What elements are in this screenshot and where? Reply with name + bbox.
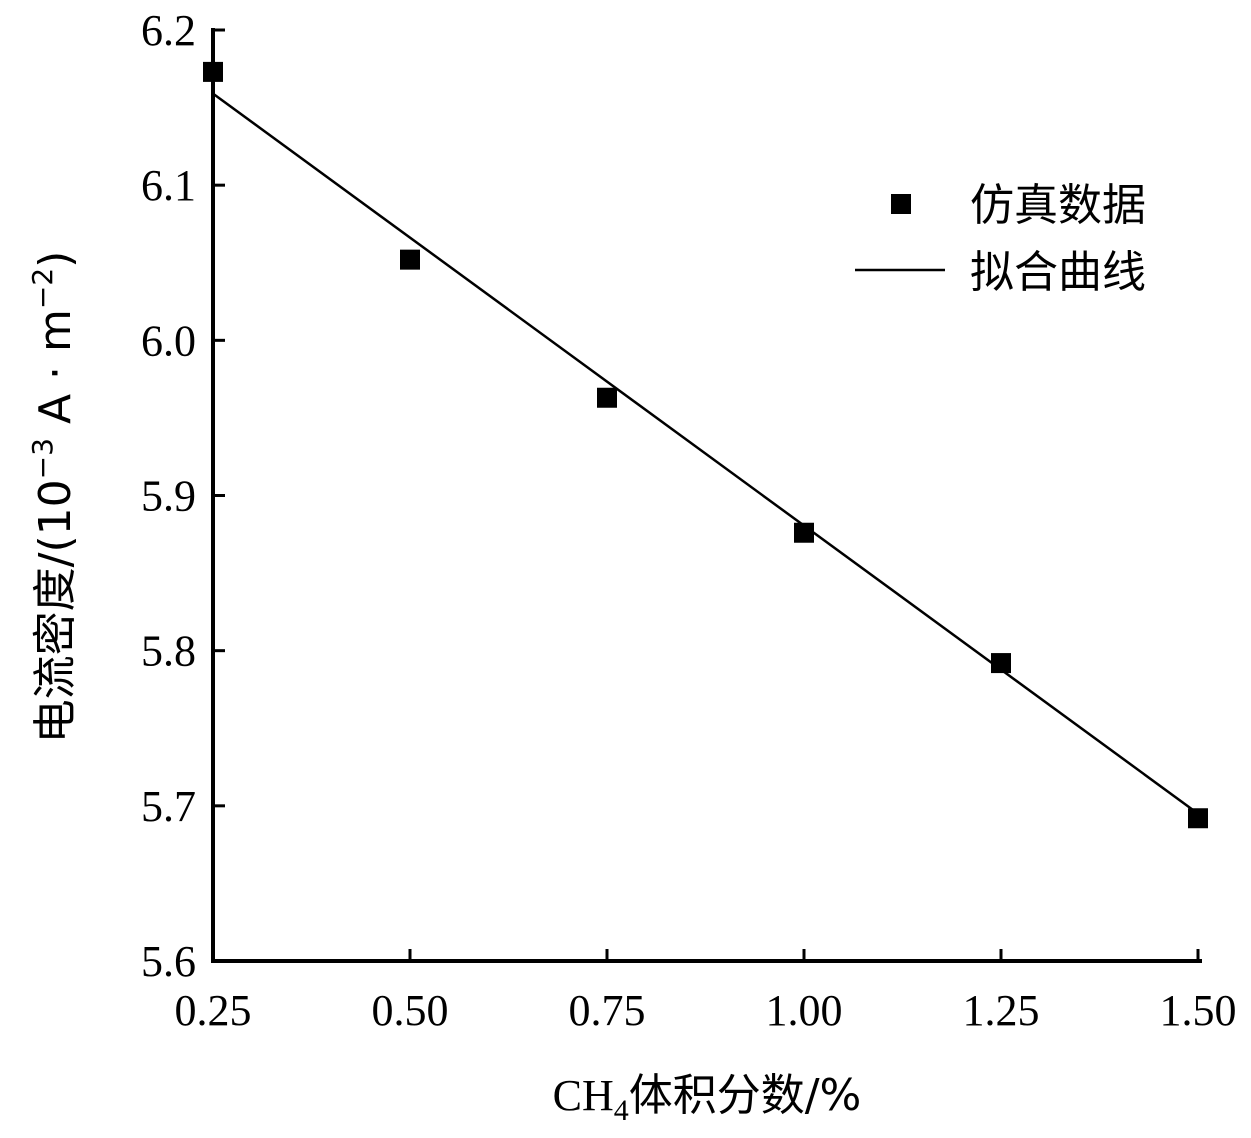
x-ticks: 0.25 0.50 0.75 1.00 1.25 1.50 bbox=[175, 949, 1237, 1035]
x-tick-label: 0.75 bbox=[569, 986, 646, 1035]
data-point-marker bbox=[1188, 808, 1208, 829]
fit-line-layer bbox=[212, 92, 1199, 815]
y-axis-title-mid: A · m bbox=[30, 309, 81, 438]
legend: 仿真数据 拟合曲线 bbox=[855, 180, 1146, 298]
x-axis-title: CH4体积分数/% bbox=[553, 1070, 862, 1127]
data-point-marker bbox=[991, 653, 1011, 674]
x-tick-label: 1.25 bbox=[963, 986, 1040, 1035]
data-point-marker bbox=[400, 249, 420, 270]
legend-marker-square bbox=[891, 194, 911, 214]
fit-line bbox=[212, 92, 1199, 815]
x-axis-title-rest: 体积分数/% bbox=[629, 1070, 862, 1121]
x-tick-label: 0.25 bbox=[175, 986, 252, 1035]
x-tick-label: 1.50 bbox=[1160, 986, 1237, 1035]
marker-layer bbox=[203, 61, 1208, 829]
y-tick-label: 5.8 bbox=[141, 627, 196, 676]
x-axis-title-main: CH bbox=[553, 1071, 614, 1120]
y-axis-title: 电流密度/(10−3 A · m−2) bbox=[26, 251, 81, 744]
x-tick-label: 1.00 bbox=[766, 986, 843, 1035]
legend-label-fit: 拟合曲线 bbox=[970, 247, 1146, 298]
y-tick-label: 5.6 bbox=[141, 937, 196, 986]
y-axis-title-end: ) bbox=[30, 251, 81, 268]
legend-label-simulation: 仿真数据 bbox=[970, 180, 1146, 231]
y-axis-title-main: 电流密度/(10 bbox=[30, 479, 81, 743]
y-tick-label: 6.1 bbox=[141, 161, 196, 210]
y-axis-title-sup2: −2 bbox=[26, 268, 59, 309]
y-tick-label: 5.9 bbox=[141, 472, 196, 521]
axes bbox=[211, 28, 1202, 963]
y-tick-label: 6.2 bbox=[141, 6, 196, 55]
data-point-marker bbox=[203, 61, 223, 82]
y-ticks: 5.6 5.7 5.8 5.9 6.0 6.1 6.2 bbox=[141, 6, 225, 986]
x-axis-title-sub: 4 bbox=[614, 1094, 629, 1127]
y-tick-label: 5.7 bbox=[141, 782, 196, 831]
x-tick-label: 0.50 bbox=[372, 986, 449, 1035]
y-axis-title-sup1: −3 bbox=[26, 438, 59, 479]
data-point-marker bbox=[794, 522, 814, 543]
y-tick-label: 6.0 bbox=[141, 316, 196, 365]
data-point-marker bbox=[597, 387, 617, 408]
